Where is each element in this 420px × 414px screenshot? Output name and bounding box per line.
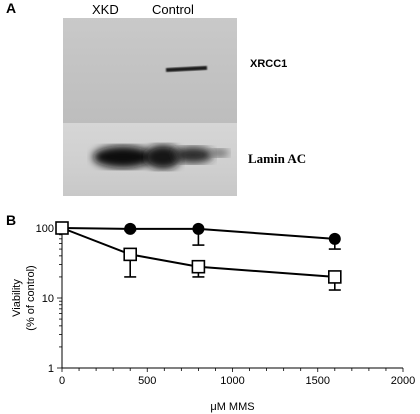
xrcc1-band bbox=[165, 65, 208, 73]
lamin-band-tail bbox=[209, 149, 229, 157]
lamin-band-middle bbox=[145, 145, 181, 169]
blot-xrcc1-panel bbox=[63, 18, 237, 123]
x-tick-label: 1500 bbox=[306, 375, 330, 387]
y-tick-label: 100 bbox=[36, 223, 54, 235]
x-axis-label: μM MMS bbox=[210, 401, 254, 413]
y-tick-label: 1 bbox=[48, 363, 54, 375]
x-tick-label: 0 bbox=[59, 375, 65, 387]
series-1-point bbox=[191, 259, 206, 274]
band-label-xrcc1: XRCC1 bbox=[250, 58, 288, 70]
panel-b-letter: B bbox=[6, 212, 17, 228]
y-axis-label-line1: Viability bbox=[11, 279, 23, 317]
band-label-lamin: Lamin AC bbox=[248, 151, 307, 166]
blot-lamin-image bbox=[93, 145, 229, 169]
lamin-band-control bbox=[173, 147, 213, 163]
lamin-band-xkd bbox=[93, 146, 153, 168]
y-axis-label-line2: (% of control) bbox=[25, 265, 37, 330]
series-0-line bbox=[61, 227, 335, 240]
blot-lamin-panel bbox=[63, 123, 237, 196]
chart-ticks: 0 500 1000 1500 2000 100 10 1 bbox=[36, 223, 416, 387]
series-1-line bbox=[61, 227, 335, 278]
lane-label-control: Control bbox=[152, 2, 194, 17]
series-1-point bbox=[55, 221, 69, 235]
x-tick-label: 2000 bbox=[391, 375, 415, 387]
blot-xrcc1-image bbox=[165, 65, 208, 73]
series-1-point bbox=[123, 247, 137, 262]
x-tick-label: 500 bbox=[138, 375, 156, 387]
lane-label-xkd: XKD bbox=[92, 2, 119, 17]
series-0-point bbox=[328, 232, 341, 245]
panel-a-letter: A bbox=[6, 0, 17, 16]
series-0-point bbox=[192, 222, 205, 235]
series-0-point bbox=[124, 222, 137, 235]
y-tick-label: 10 bbox=[42, 293, 54, 305]
series-1-point bbox=[327, 270, 342, 284]
chart-series bbox=[55, 221, 342, 291]
x-tick-label: 1000 bbox=[220, 375, 244, 387]
